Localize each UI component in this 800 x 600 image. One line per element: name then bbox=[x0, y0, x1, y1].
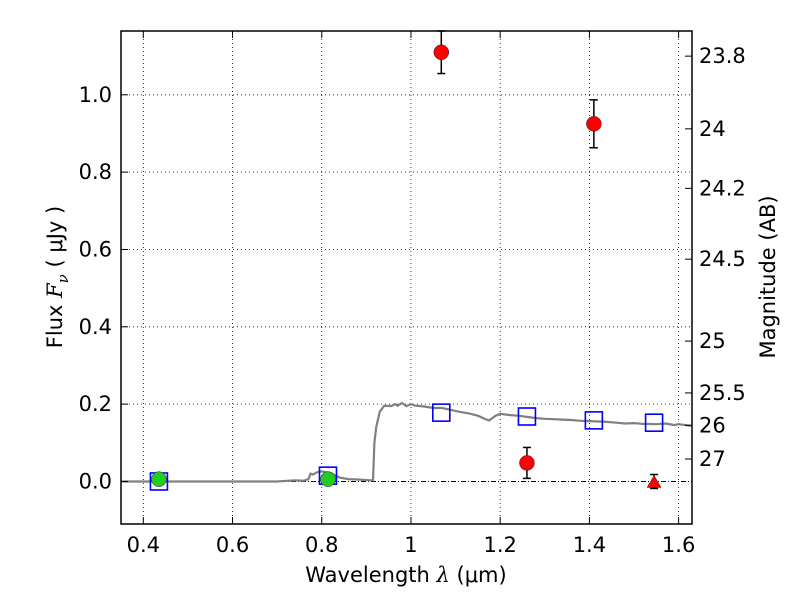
nir-detections-marker bbox=[519, 455, 535, 471]
y-tick-label: 0.0 bbox=[79, 469, 112, 493]
y-tick-label: 0.6 bbox=[79, 237, 112, 261]
y-tick-label: 0.2 bbox=[79, 392, 112, 416]
x-axis-title: Wavelength λ (μm) bbox=[305, 563, 506, 587]
x-tick-label: 1 bbox=[404, 533, 417, 557]
x-tick-label: 0.6 bbox=[216, 533, 249, 557]
model-sed-line bbox=[121, 401, 693, 483]
magnitude-tick-label: 26 bbox=[699, 413, 726, 437]
y-tick-label: 1.0 bbox=[79, 83, 112, 107]
model-photometry-marker bbox=[431, 403, 451, 422]
magnitude-tick-label: 24 bbox=[699, 117, 726, 141]
magnitude-tick-label: 25 bbox=[699, 329, 726, 353]
nir-detections-marker bbox=[586, 116, 602, 132]
y-tick-labels: 0.0 0.2 0.4 0.6 0.8 1.0 bbox=[79, 83, 112, 494]
tick-marks bbox=[121, 31, 692, 524]
x-tick-label: 1.4 bbox=[573, 533, 606, 557]
x-tick-label: 1.6 bbox=[662, 533, 695, 557]
magnitude-tick-label: 25.5 bbox=[699, 381, 746, 405]
optical-detections-marker bbox=[320, 471, 336, 487]
plot-frame bbox=[120, 30, 693, 525]
y-axis-title: Flux Fν ( μJy ) bbox=[43, 206, 72, 348]
y2-axis-title: Magnitude (AB) bbox=[756, 195, 780, 358]
x-tick-labels: 0.4 0.6 0.8 1 1.2 1.4 1.6 bbox=[127, 533, 696, 557]
x-tick-label: 1.2 bbox=[483, 533, 516, 557]
y-tick-label: 0.8 bbox=[79, 160, 112, 184]
optical-detections-marker bbox=[151, 471, 167, 487]
nir-detections-marker bbox=[433, 44, 450, 61]
model-photometry-marker bbox=[584, 411, 604, 430]
magnitude-tick-label: 24.2 bbox=[699, 176, 746, 200]
upper-limit-marker bbox=[646, 474, 662, 488]
model-photometry-marker bbox=[517, 407, 537, 426]
plot-area bbox=[121, 31, 692, 524]
x-tick-label: 0.4 bbox=[127, 533, 160, 557]
magnitude-tick-labels: 23.8 24 24.2 24.5 25 25.5 26 27 bbox=[699, 44, 746, 471]
magnitude-tick-label: 24.5 bbox=[699, 247, 746, 271]
x-tick-label: 0.8 bbox=[305, 533, 338, 557]
magnitude-tick-label: 27 bbox=[699, 447, 726, 471]
model-photometry-marker bbox=[644, 413, 664, 432]
y-tick-label: 0.4 bbox=[79, 315, 112, 339]
magnitude-tick-label: 23.8 bbox=[699, 44, 746, 68]
